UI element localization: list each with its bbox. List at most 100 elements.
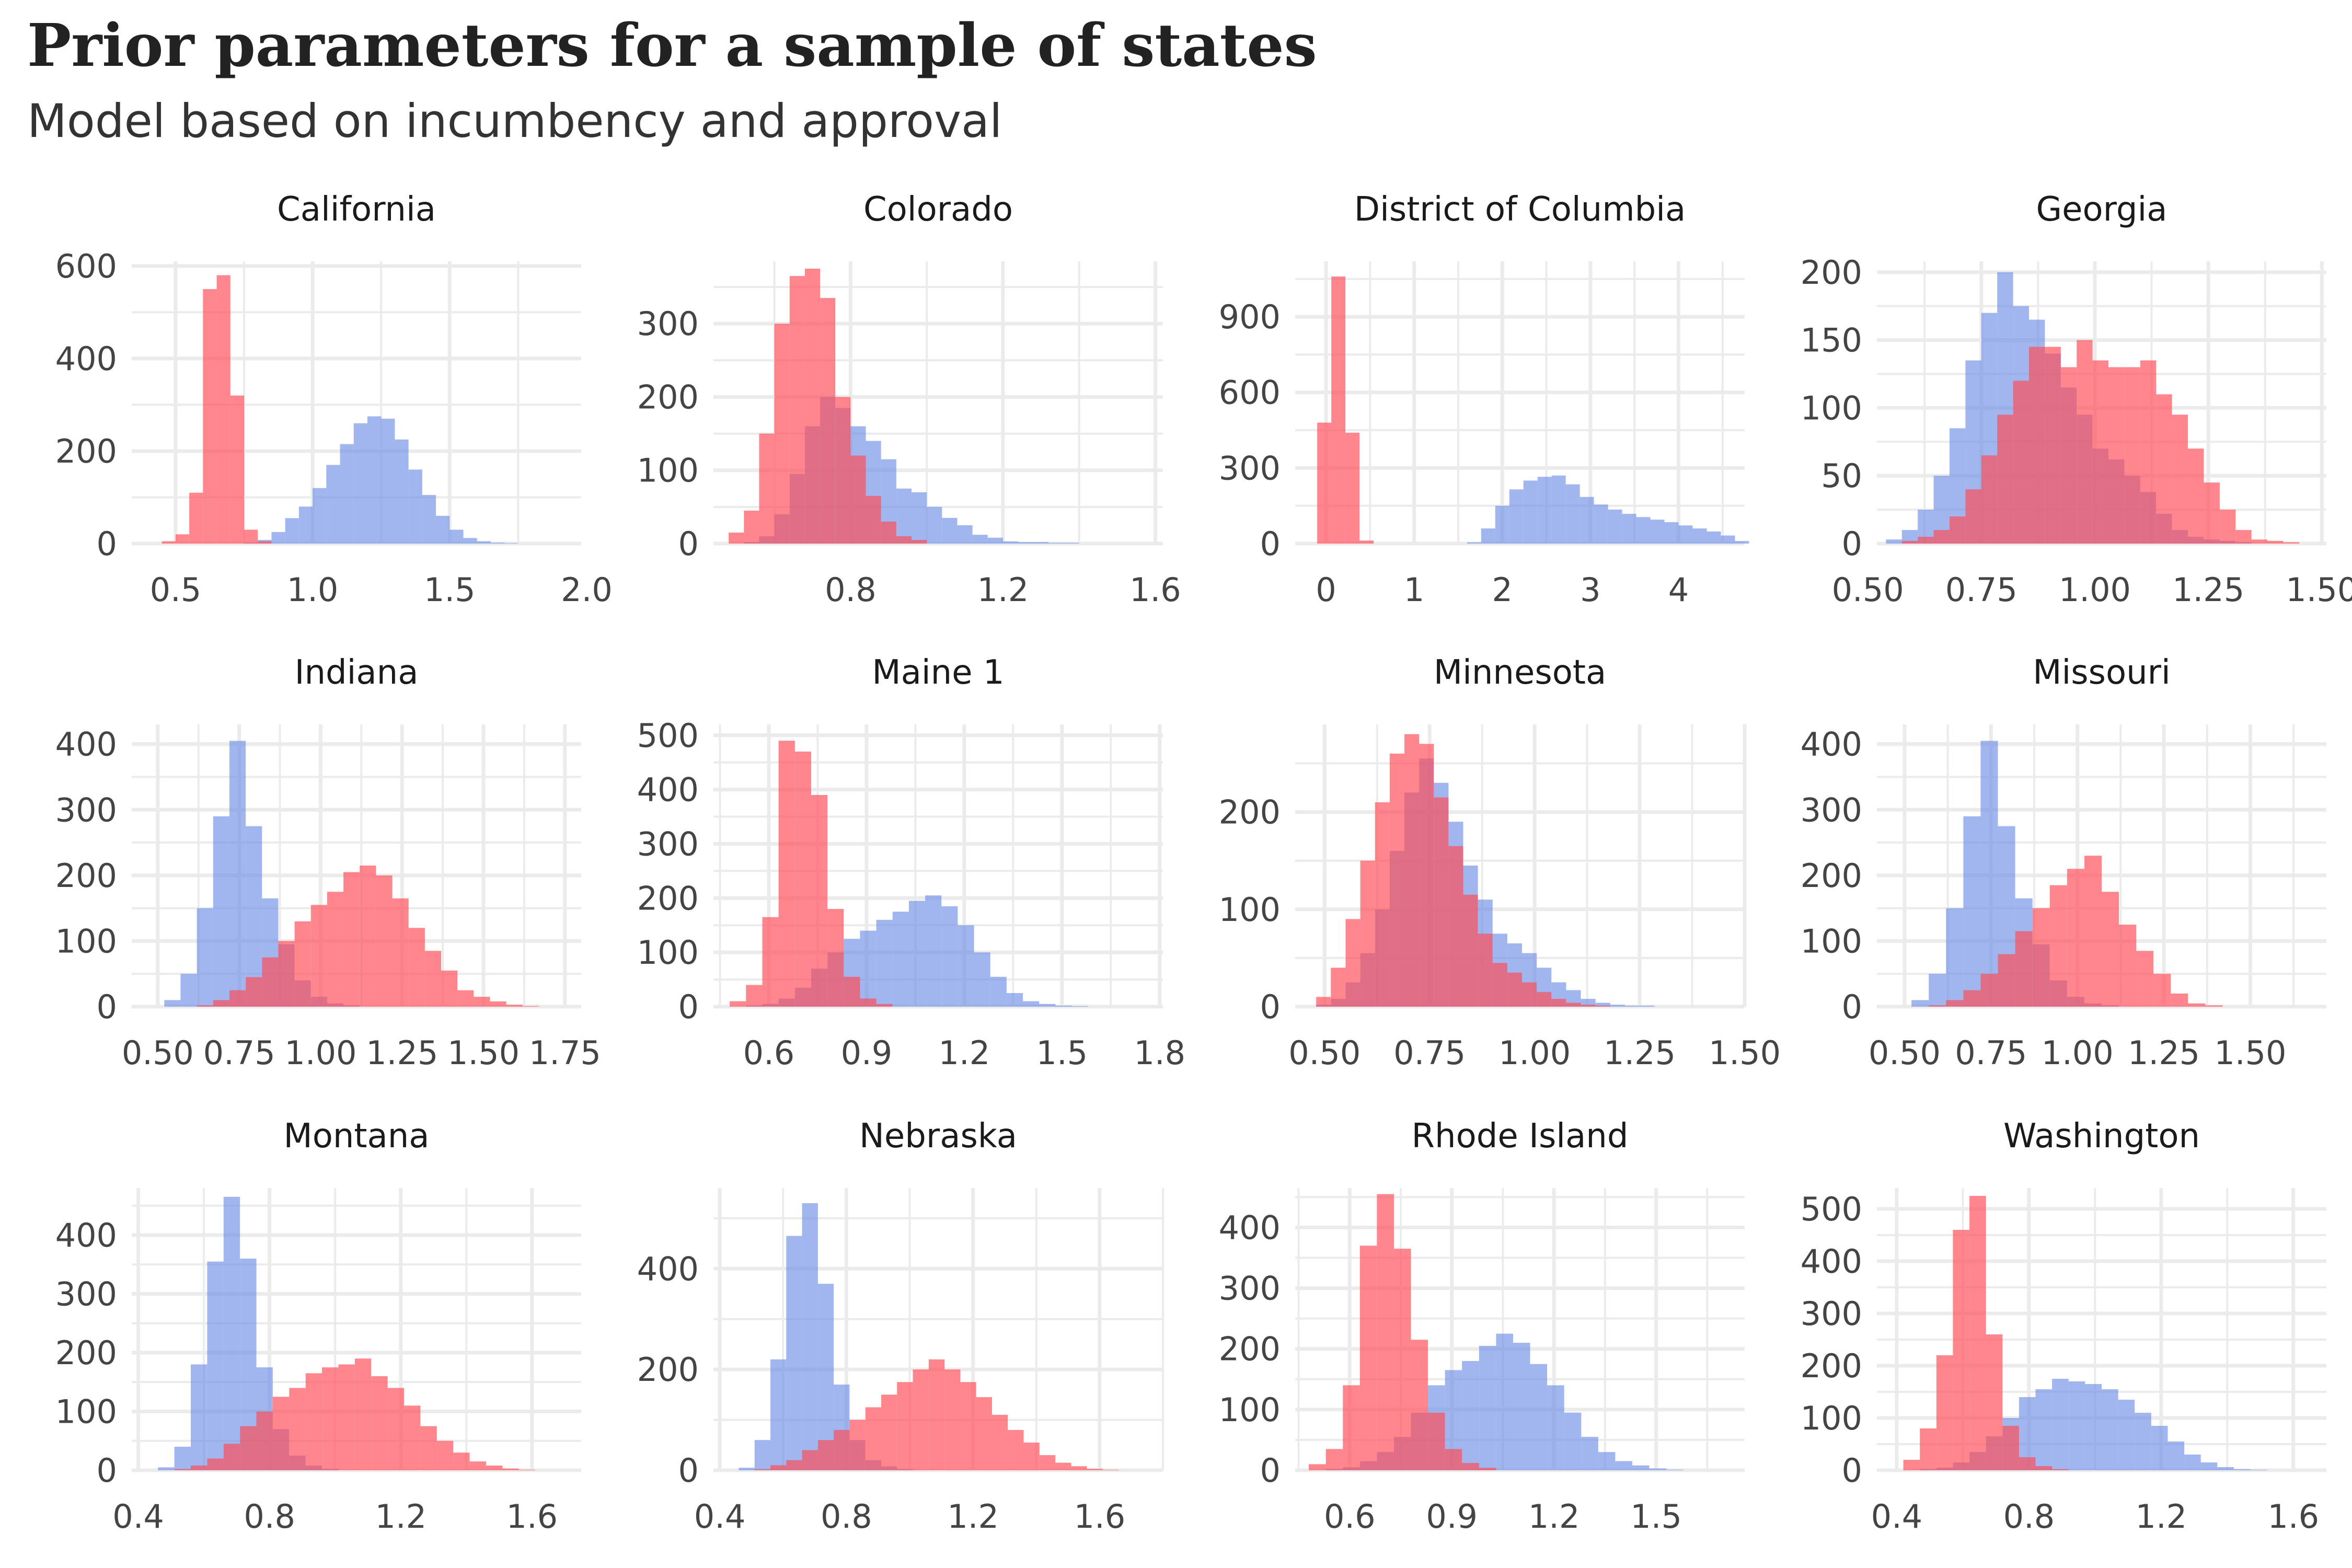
histogram-bar: [174, 1447, 191, 1470]
histogram-bar: [1317, 422, 1332, 544]
y-tick-label: 200: [637, 378, 699, 416]
histogram-bar: [2015, 931, 2033, 1007]
y-tick-label: 200: [1801, 857, 1862, 895]
x-tick-label: 1.00: [284, 1034, 356, 1072]
histogram-bar: [866, 495, 881, 544]
histogram-bar: [207, 1261, 224, 1470]
histogram-bar: [1963, 816, 1981, 1007]
panel-title: Nebraska: [859, 1117, 1017, 1156]
histogram-bar: [991, 1414, 1008, 1470]
series-blue: [1467, 475, 1749, 544]
y-tick-label: 300: [1219, 1270, 1281, 1308]
histogram-bar: [1479, 1468, 1496, 1470]
x-tick-label: 0.5: [150, 571, 202, 609]
histogram-bar: [1377, 1194, 1394, 1470]
histogram-bar: [976, 1397, 992, 1470]
histogram-bar: [1008, 1429, 1024, 1470]
histogram-bar: [1911, 1000, 1929, 1007]
histogram-bar: [1980, 974, 1998, 1007]
histogram-bar: [1564, 1412, 1582, 1470]
x-tick-label: 0.9: [841, 1034, 893, 1072]
x-tick-label: 0.6: [743, 1034, 795, 1072]
histogram-bar: [294, 921, 311, 1007]
y-tick-label: 400: [55, 340, 117, 378]
histogram-bar: [223, 1444, 240, 1470]
panel-grid: [132, 724, 581, 1009]
histogram-bar: [1419, 744, 1434, 1007]
histogram-bar: [174, 1469, 191, 1470]
y-tick-label: 300: [1801, 791, 1862, 829]
x-tick-label: 1.2: [2136, 1497, 2187, 1536]
histogram-bar: [1595, 1006, 1610, 1007]
x-tick-label: 0.8: [825, 571, 877, 609]
x-tick-label: 1.6: [506, 1497, 558, 1536]
y-tick-label: 200: [1801, 1347, 1862, 1385]
histogram-bar: [1920, 1428, 1936, 1470]
histogram-bar: [408, 928, 425, 1007]
histogram-bar: [190, 1364, 207, 1470]
histogram-bar: [2118, 1400, 2135, 1470]
histogram-bar: [2124, 367, 2140, 544]
histogram-bar: [811, 795, 828, 1007]
panel-title: Montana: [283, 1117, 429, 1156]
histogram-bar: [486, 1466, 503, 1470]
histogram-bar: [244, 529, 258, 544]
x-tick-label: 0.8: [244, 1497, 295, 1536]
panel-3: 0 50 100 150 200 0.50 0.75 1.00 1.25 1.50 Georgia: [1801, 190, 2352, 609]
x-tick-label: 1.2: [939, 1034, 990, 1072]
x-tick-label: 1.25: [1604, 1034, 1676, 1072]
y-tick-label: 100: [1219, 1391, 1281, 1429]
histogram-bar: [258, 541, 272, 544]
histogram-bar: [340, 444, 354, 544]
histogram-bar: [2052, 1469, 2069, 1470]
histogram-bar: [1903, 1460, 1920, 1470]
y-tick-label: 0: [97, 988, 117, 1026]
x-tick-label: 1.25: [2172, 571, 2244, 609]
chart-subtitle: Model based on incumbency and approval: [27, 94, 1002, 148]
histogram-bar: [1055, 1462, 1071, 1470]
panel-title: Maine 1: [872, 653, 1004, 692]
histogram-bar: [1594, 504, 1608, 544]
histogram-bar: [960, 1382, 976, 1470]
histogram-bar: [1640, 1006, 1655, 1007]
x-tick-label: 0.50: [122, 1034, 194, 1072]
x-tick-label: 1.0: [287, 571, 339, 609]
histogram-bar: [1632, 1465, 1650, 1470]
histogram-bar: [1507, 972, 1523, 1007]
histogram-bar: [1622, 514, 1636, 544]
panel-title: Minnesota: [1434, 653, 1606, 692]
panel-0: 0 200 400 600 0.5 1.0 1.5 2.0 California: [55, 190, 613, 609]
panel-title: Rhode Island: [1412, 1117, 1629, 1156]
histogram-bar: [1375, 802, 1390, 1007]
histogram-bar: [927, 506, 942, 544]
histogram-bar: [1523, 480, 1538, 544]
histogram-bar: [2167, 1442, 2185, 1470]
histogram-bar: [974, 952, 990, 1007]
y-tick-label: 0: [678, 525, 699, 563]
histogram-bar: [2035, 1466, 2053, 1470]
histogram-bar: [1331, 276, 1346, 544]
histogram-bar: [2233, 1469, 2251, 1470]
histogram-bar: [1462, 1463, 1479, 1470]
x-tick-label: 1.2: [1528, 1497, 1580, 1536]
x-tick-label: 3: [1580, 571, 1600, 609]
histogram-bar: [1393, 1249, 1411, 1470]
histogram-bar: [229, 990, 246, 1007]
x-tick-label: 0.4: [112, 1497, 164, 1536]
histogram-bar: [1986, 1334, 2003, 1470]
histogram-bar: [2136, 951, 2154, 1007]
x-tick-label: 1.2: [947, 1497, 999, 1536]
y-tick-label: 400: [55, 1216, 117, 1254]
y-tick-label: 0: [678, 988, 699, 1026]
histogram-bar: [457, 990, 474, 1007]
histogram-bar: [942, 517, 958, 544]
x-tick-label: 1.50: [2214, 1034, 2286, 1072]
histogram-bar: [1445, 1449, 1462, 1470]
x-tick-label: 0.75: [1945, 571, 2017, 609]
x-tick-label: 1.8: [1134, 1034, 1185, 1072]
histogram-bar: [353, 423, 367, 544]
histogram-bar: [2184, 1455, 2201, 1470]
histogram-bar: [381, 418, 395, 544]
panel-4: 0 100 200 300 400 0.50 0.75 1.00 1.25 1.50 1.75 Ind…: [55, 653, 601, 1072]
histogram-bar: [1428, 1412, 1445, 1470]
